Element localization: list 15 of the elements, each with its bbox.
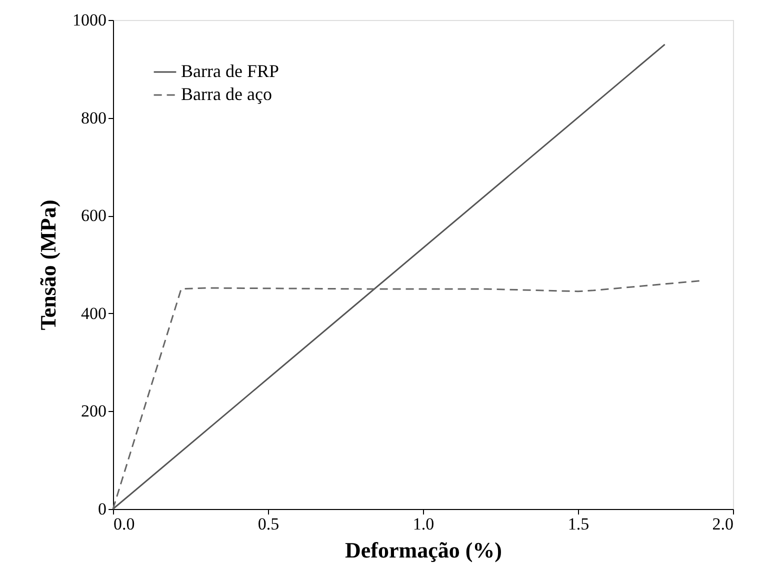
legend-label: Barra de aço xyxy=(181,84,272,104)
x-axis-title: Deformação (%) xyxy=(345,538,502,562)
x-tick-label: 1.5 xyxy=(568,514,590,534)
x-tick-label: 1.0 xyxy=(412,514,434,534)
x-tick-label: 0.5 xyxy=(258,514,280,534)
y-axis-title: Tensão (MPa) xyxy=(36,200,60,330)
x-tick-label: 0.0 xyxy=(114,514,135,534)
y-tick-label: 400 xyxy=(81,304,106,323)
y-tick-label: 800 xyxy=(81,108,106,128)
x-tick-label: 2.0 xyxy=(712,514,734,534)
y-tick-label: 0 xyxy=(98,500,106,518)
y-tick-label: 200 xyxy=(81,402,106,421)
y-tick-label: 1000 xyxy=(72,10,106,30)
legend-label: Barra de FRP xyxy=(181,61,279,81)
y-tick-label: 600 xyxy=(81,206,106,226)
